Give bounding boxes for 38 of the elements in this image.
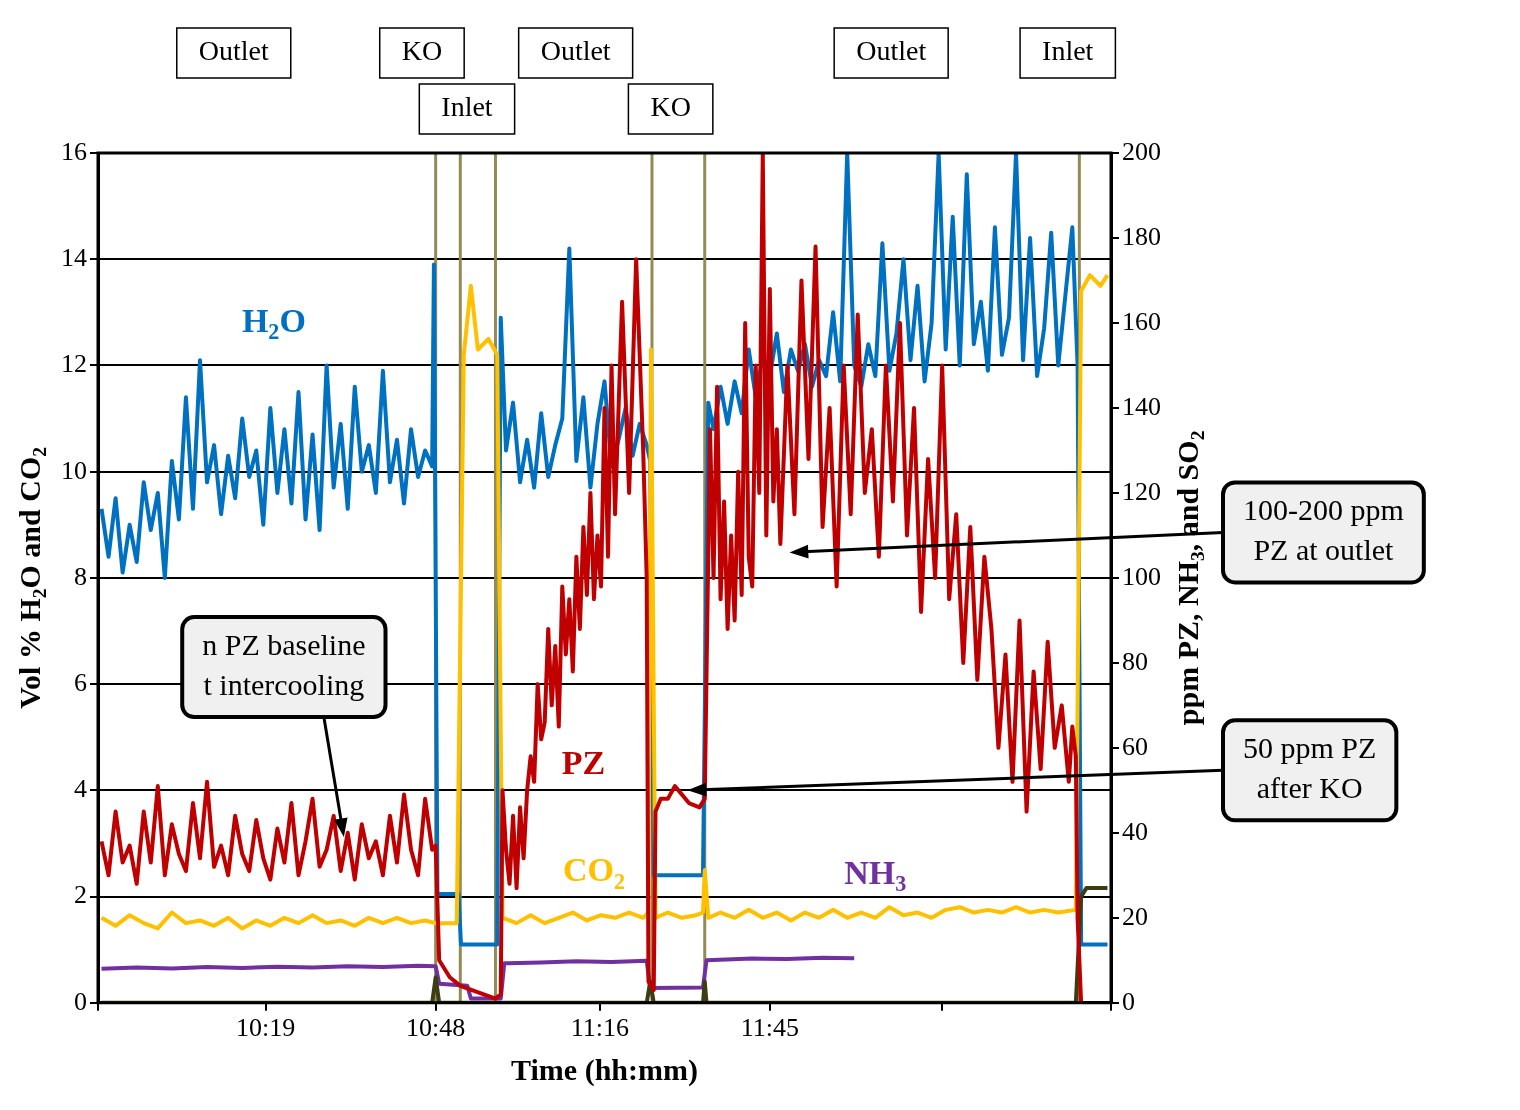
y2-tick-label: 200: [1122, 136, 1161, 166]
y2-tick-label: 60: [1122, 731, 1148, 761]
y-tick-label: 10: [61, 455, 87, 485]
x-tick-label: 11:16: [570, 1013, 629, 1043]
text: 100-200 ppm PZ at outlet: [1243, 493, 1404, 567]
text: Outlet: [198, 35, 269, 67]
y-tick-label: 6: [74, 667, 87, 697]
text: 50 ppm PZ after KO: [1243, 731, 1377, 805]
y2-tick-label: 180: [1122, 221, 1161, 251]
y2-tick-label: 160: [1122, 306, 1161, 336]
y2-tick-label: 120: [1122, 476, 1161, 506]
y-tick-label: 14: [61, 243, 87, 273]
y-tick-label: 8: [74, 561, 87, 591]
y2-tick-label: 0: [1122, 986, 1135, 1016]
y2-tick-label: 20: [1122, 901, 1148, 931]
y-tick-label: 16: [61, 136, 87, 166]
text: Outlet: [540, 35, 611, 67]
y2-tick-label: 100: [1122, 561, 1161, 591]
y-tick-label: 12: [61, 349, 87, 379]
text: Inlet: [1042, 35, 1094, 67]
y-tick-label: 0: [74, 986, 87, 1016]
annotation: n PZ baseline t intercooling: [202, 627, 366, 701]
y-tick-label: 2: [74, 880, 87, 910]
x-tick-label: 10:19: [236, 1013, 296, 1043]
text: Inlet: [441, 91, 493, 123]
y-axis-title: Vol % H2O and CO2: [12, 447, 51, 709]
series-label: PZ: [561, 743, 606, 781]
y2-tick-label: 140: [1122, 391, 1161, 421]
y2-axis-title: ppm PZ, NH3, and SO2: [1170, 430, 1209, 726]
text: Outlet: [856, 35, 927, 67]
text: KO: [650, 91, 691, 123]
y-tick-label: 4: [74, 774, 87, 804]
x-tick-label: 11:45: [740, 1013, 799, 1043]
x-tick-label: 10:48: [406, 1013, 466, 1043]
text: KO: [401, 35, 443, 67]
y2-tick-label: 40: [1122, 816, 1148, 846]
x-axis-title: Time (hh:mm): [511, 1052, 698, 1087]
y2-tick-label: 80: [1122, 646, 1148, 676]
